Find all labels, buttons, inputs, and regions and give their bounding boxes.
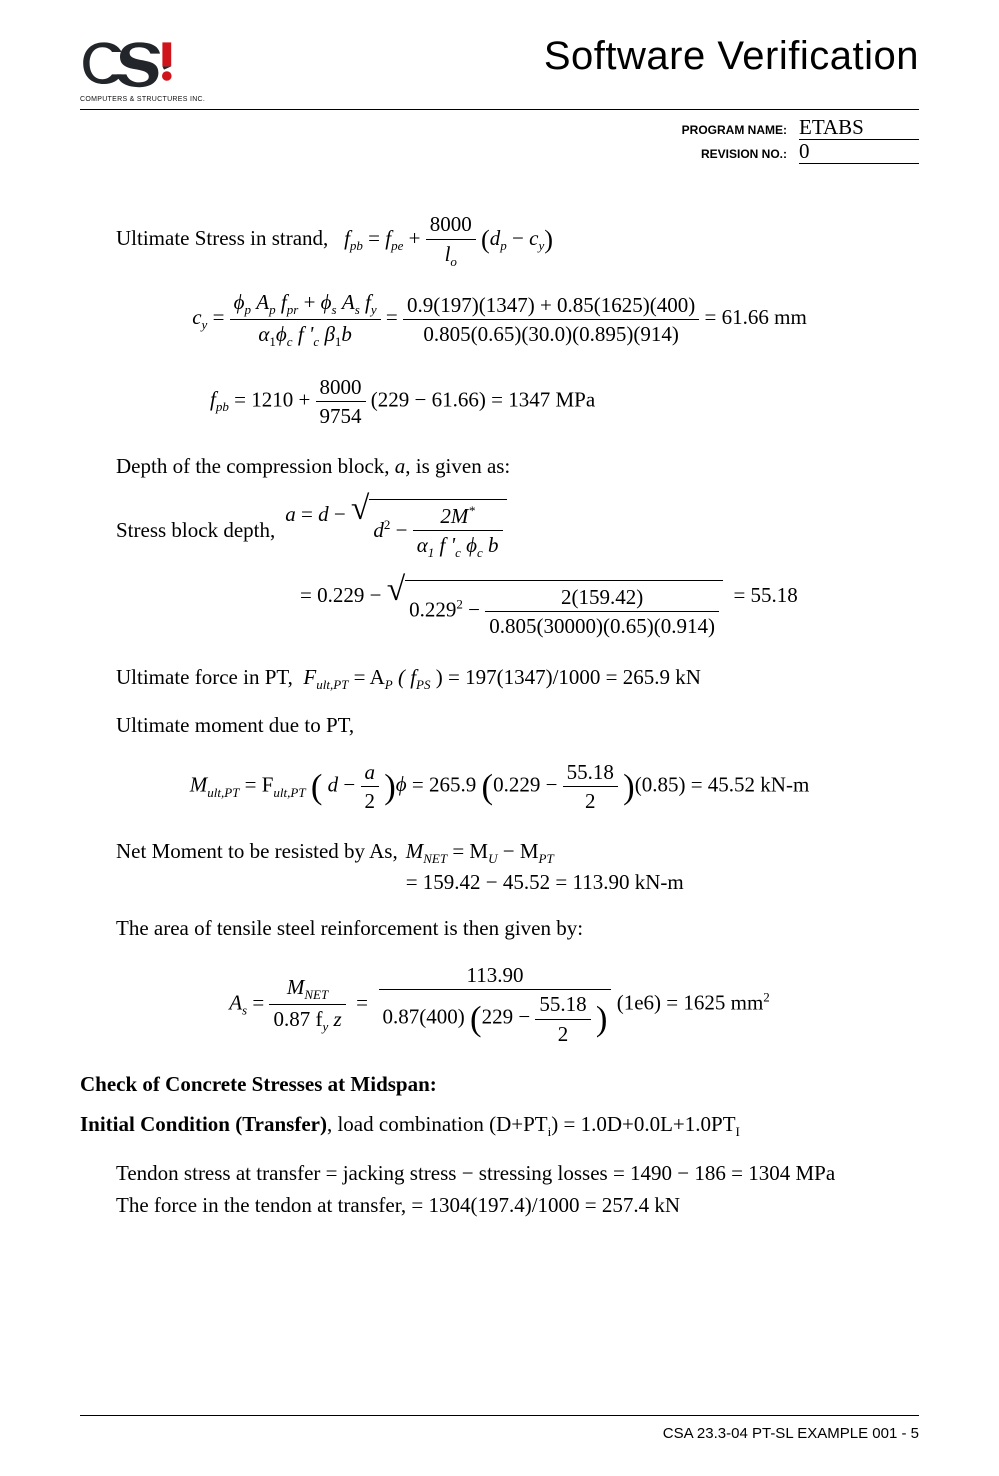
area-label: The area of tensile steel reinforcement … (80, 914, 919, 942)
cy-numerator: 0.9(197)(1347) + 0.85(1625)(400) (403, 291, 699, 320)
page-header: COMPUTERS & STRUCTURES INC. Software Ver… (80, 34, 919, 103)
stress-block-line2: = 0.229 − √ 0.2292 − 2(159.42) 0.805(300… (80, 580, 919, 641)
program-label: PROGRAM NAME: (682, 123, 787, 137)
program-value: ETABS (799, 116, 919, 140)
footer-text: CSA 23.3-04 PT-SL EXAMPLE 001 - 5 (663, 1425, 919, 1442)
depth-label-row: Depth of the compression block, a, is gi… (80, 452, 919, 480)
ult-stress-row: Ultimate Stress in strand, fpb = fpe + 8… (80, 210, 919, 270)
initial-condition-line: Initial Condition (Transfer), load combi… (80, 1110, 919, 1141)
meta-program: PROGRAM NAME: ETABS (80, 116, 919, 140)
ult-stress-label: Ultimate Stress in strand, (116, 226, 328, 250)
tendon-force-line: The force in the tendon at transfer, = 1… (80, 1191, 919, 1219)
area-equation: As = MNET 0.87 fy z = 113.90 0.87(400) (… (80, 961, 919, 1048)
cy-result: 61.66 mm (722, 305, 807, 329)
header-rule (80, 109, 919, 110)
logo-block: COMPUTERS & STRUCTURES INC. (80, 34, 205, 103)
page-title: Software Verification (544, 34, 919, 79)
check-heading: Check of Concrete Stresses at Midspan: (80, 1070, 919, 1098)
revision-label: REVISION NO.: (701, 147, 787, 161)
net-moment-row: Net Moment to be resisted by As, MNET = … (80, 837, 919, 896)
tendon-stress-line: Tendon stress at transfer = jacking stre… (80, 1159, 919, 1187)
fpb-equation: fpb = 1210 + 80009754 (229 − 61.66) = 13… (80, 373, 919, 431)
revision-value: 0 (799, 140, 919, 164)
cy-denominator: 0.805(0.65)(30.0)(0.895)(914) (403, 320, 699, 348)
logo-mark (80, 34, 176, 94)
stress-block-row: Stress block depth, a = d − √ d2 − 2M* 1… (80, 499, 919, 562)
ult-force-row: Ultimate force in PT, Fult,PT = AP ( fPS… (80, 663, 919, 694)
cy-equation: cy = p Ap fpr + s As fy 1c f 'c 1b = 0.9… (80, 288, 919, 351)
logo-tagline: COMPUTERS & STRUCTURES INC. (80, 96, 205, 103)
content-body: Ultimate Stress in strand, fpb = fpe + 8… (80, 210, 919, 1219)
ult-moment-equation: Mult,PT = Fult,PT ( d − a2 ) = 265.9 (0.… (80, 758, 919, 816)
ult-moment-label: Ultimate moment due to PT, (80, 711, 919, 739)
meta-revision: REVISION NO.: 0 (80, 140, 919, 164)
footer-rule (80, 1415, 919, 1416)
